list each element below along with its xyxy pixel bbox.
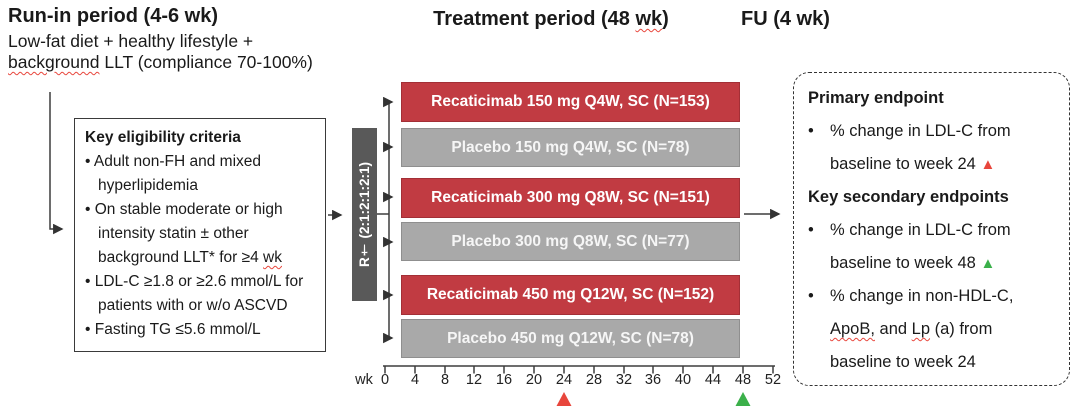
primary-endpoint-line2: baseline to week 24 ▲ bbox=[830, 148, 1057, 181]
randomization-bar: R† (2:1:2:1:2:1) bbox=[352, 128, 377, 301]
week48-triangle-icon bbox=[735, 392, 751, 406]
axis-tick-label: 12 bbox=[465, 372, 483, 388]
treatment-title-post: ) bbox=[662, 8, 669, 30]
axis-tick-label: 40 bbox=[674, 372, 692, 388]
secondary-endpoints-title: Key secondary endpoints bbox=[808, 188, 1009, 206]
followup-period-title: FU (4 wk) bbox=[741, 8, 830, 30]
eligibility-bullet: Fasting TG ≤5.6 mmol/L bbox=[85, 318, 317, 342]
secondary-endpoint-1-line2-text: baseline to week 48 bbox=[830, 254, 981, 272]
axis-tick-label: 28 bbox=[585, 372, 603, 388]
axis-tick-label: 48 bbox=[734, 372, 752, 388]
treatment-title-wk: wk bbox=[635, 8, 663, 30]
runin-subtitle-misspell: background bbox=[8, 52, 100, 72]
secondary-endpoint-1-text: % change in LDL-C from baseline to week … bbox=[830, 214, 1057, 280]
arm-bar-recaticimab-300: Recaticimab 300 mg Q8W, SC (N=151) bbox=[401, 178, 740, 218]
axis-tick-label: 24 bbox=[555, 372, 573, 388]
secondary-endpoint-1-line1: % change in LDL-C from bbox=[830, 221, 1011, 239]
axis-tick-label: 20 bbox=[525, 372, 543, 388]
secondary-endpoint-bullet-2: % change in non-HDL-C, ApoB, and Lp (a) … bbox=[808, 280, 1057, 379]
axis-tick-label: 16 bbox=[495, 372, 513, 388]
runin-to-eligibility-arrow bbox=[49, 92, 64, 235]
arm-bar-recaticimab-150: Recaticimab 150 mg Q4W, SC (N=153) bbox=[401, 82, 740, 122]
axis-tick-label: 32 bbox=[615, 372, 633, 388]
secondary-endpoint-bullet-1: % change in LDL-C from baseline to week … bbox=[808, 214, 1057, 280]
eligibility-bullet: On stable moderate or high bbox=[85, 198, 317, 222]
eligibility-line3-misspell: wk bbox=[263, 249, 282, 267]
green-triangle-icon: ▲ bbox=[980, 255, 996, 272]
axis-tick-label: 0 bbox=[380, 372, 390, 388]
red-triangle-icon: ▲ bbox=[980, 156, 996, 173]
axis-tick-label: 36 bbox=[644, 372, 662, 388]
secondary-endpoint-2-line3: baseline to week 24 bbox=[830, 353, 976, 371]
lp-misspell: Lp bbox=[911, 320, 931, 338]
treatment-period-title: Treatment period (48 wk) bbox=[398, 8, 704, 31]
week24-triangle-icon bbox=[556, 392, 572, 406]
axis-tick-label: 44 bbox=[704, 372, 722, 388]
primary-endpoint-line2-text: baseline to week 24 bbox=[830, 155, 981, 173]
eligibility-bullet-cont: background LLT* for ≥4 wk bbox=[85, 246, 317, 270]
axis-tick-label: 52 bbox=[764, 372, 782, 388]
secondary-endpoint-2-line2-mid: and bbox=[874, 320, 912, 338]
secondary-endpoint-2-line2: ApoB, and Lp (a) from bbox=[830, 313, 1057, 346]
treatment-title-pre: Treatment period (48 bbox=[433, 8, 636, 30]
secondary-endpoint-2-line2-end: (a) from bbox=[930, 320, 993, 338]
primary-endpoint-line1: % change in LDL-C from bbox=[830, 122, 1011, 140]
eligibility-title: Key eligibility criteria bbox=[85, 129, 241, 146]
bullet-icon bbox=[808, 280, 830, 379]
eligibility-bullet: LDL-C ≥1.8 or ≥2.6 mmol/L for bbox=[85, 270, 317, 294]
axis-tick-label: 8 bbox=[440, 372, 450, 388]
primary-endpoint-text: % change in LDL-C from baseline to week … bbox=[830, 115, 1057, 181]
runin-subtitle-rest: LLT (compliance 70-100%) bbox=[99, 52, 313, 72]
secondary-endpoint-1-line2: baseline to week 48 ▲ bbox=[830, 247, 1057, 280]
eligibility-bullet-cont: hyperlipidemia bbox=[98, 177, 198, 195]
axis-unit-label: wk bbox=[355, 372, 373, 388]
bullet-icon bbox=[808, 214, 830, 280]
arm-bar-placebo-300: Placebo 300 mg Q8W, SC (N=77) bbox=[401, 222, 740, 261]
arm-bar-placebo-450: Placebo 450 mg Q12W, SC (N=78) bbox=[401, 319, 740, 358]
eligibility-bullet-cont: patients with or w/o ASCVD bbox=[98, 297, 288, 315]
eligibility-bullet-cont: intensity statin ± other bbox=[98, 225, 249, 243]
axis-tick-label: 4 bbox=[410, 372, 420, 388]
runin-subtitle-line2: background LLT (compliance 70-100%) bbox=[8, 52, 313, 73]
endpoints-box: Primary endpoint % change in LDL-C from … bbox=[793, 72, 1070, 386]
eligibility-line3-pre: background LLT* for ≥4 bbox=[98, 249, 264, 267]
arm-bar-recaticimab-450: Recaticimab 450 mg Q12W, SC (N=152) bbox=[401, 275, 740, 315]
primary-endpoint-bullet: % change in LDL-C from baseline to week … bbox=[808, 115, 1057, 181]
bullet-icon bbox=[808, 115, 830, 181]
secondary-endpoint-2-line1: % change in non-HDL-C, bbox=[830, 287, 1014, 305]
secondary-endpoint-2-text: % change in non-HDL-C, ApoB, and Lp (a) … bbox=[830, 280, 1057, 379]
primary-endpoint-title: Primary endpoint bbox=[808, 89, 944, 107]
arm-bar-placebo-150: Placebo 150 mg Q4W, SC (N=78) bbox=[401, 128, 740, 167]
eligibility-criteria-box: Key eligibility criteria Adult non-FH an… bbox=[74, 118, 326, 352]
runin-period-title: Run-in period (4-6 wk) bbox=[8, 5, 218, 27]
eligibility-bullet: Adult non-FH and mixed bbox=[85, 150, 317, 174]
runin-subtitle-line1: Low-fat diet + healthy lifestyle + bbox=[8, 31, 254, 51]
apob-misspell: ApoB, bbox=[830, 320, 875, 338]
